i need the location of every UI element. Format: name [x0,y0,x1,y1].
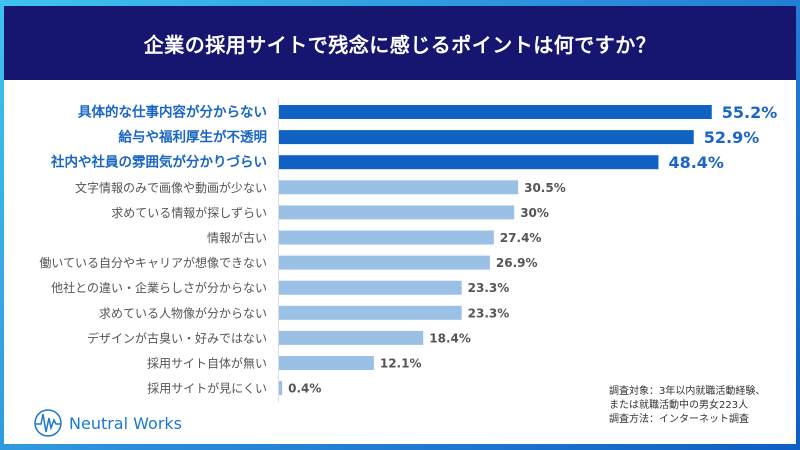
logo: Neutral Works [33,408,182,438]
category-label: 社内や社員の雰囲気が分かりづらい [50,154,267,171]
bar [279,205,515,220]
bar [279,305,462,320]
note-line: 調査方法：インターネット調査 [609,414,749,425]
value-label: 26.9% [496,256,538,270]
bar [279,180,519,195]
category-label: 具体的な仕事内容が分からない [77,104,267,121]
category-label: 文字情報のみで画像や動画が少ない [75,180,267,195]
survey-note: 調査対象：3年以内就職活動経験、 または就職活動中の男女223人 調査方法：イン… [609,385,765,427]
value-label: 30% [520,206,549,220]
category-label: 求めている人物像が分からない [99,305,267,320]
category-label: 給与や福利厚生が不透明 [119,129,268,146]
bar [279,105,712,119]
bar [279,255,490,270]
value-label: 27.4% [500,231,542,245]
bar [279,280,462,295]
category-label: 他社との違い・企業らしさが分からない [51,280,267,295]
value-label: 0.4% [288,382,321,396]
bar [279,381,283,396]
bar [279,330,424,345]
bar [279,155,659,170]
neutral-works-logo-icon [34,409,62,437]
note-line: 調査対象：3年以内就職活動経験、 [609,386,766,397]
value-label: 23.3% [468,281,510,295]
logo-text: Neutral Works [69,413,182,433]
category-label: 働いている自分やキャリアが想像できない [39,255,267,270]
value-label: 12.1% [380,357,422,371]
value-label: 48.4% [668,153,724,172]
category-label: 情報が古い [207,230,267,245]
category-label: 求めている情報が探しずらい [111,205,267,220]
header: 企業の採用サイトで残念に感じるポイントは何ですか？ [4,6,796,80]
bar [279,230,494,245]
category-label: 採用サイトが見にくい [147,381,267,396]
category-label: 採用サイト自体が無い [147,356,267,371]
category-label: デザインが古臭い・好みではない [87,330,267,345]
bar [279,356,374,370]
value-label: 55.2% [722,103,778,122]
value-label: 18.4% [429,331,471,345]
value-label: 52.9% [704,128,760,147]
note-line: または就職活動中の男女223人 [609,400,749,411]
value-label: 30.5% [524,181,566,195]
bar [279,130,694,145]
page-title: 企業の採用サイトで残念に感じるポイントは何ですか？ [143,33,657,57]
value-label: 23.3% [468,306,510,320]
